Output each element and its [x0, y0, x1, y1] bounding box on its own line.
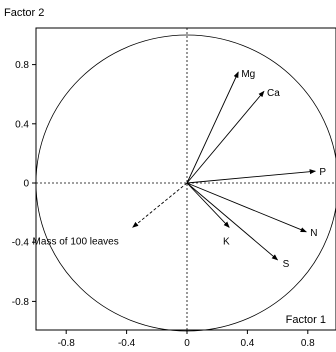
vector-mg: [186, 71, 239, 184]
vector-s: [186, 182, 279, 261]
vector-ca: [186, 90, 265, 184]
vector-label-mg: Mg: [241, 69, 255, 80]
y-tick-label: 0.8: [15, 60, 29, 71]
x-tick-label: 0.8: [301, 338, 315, 349]
vector-label-mass-of-100-leaves: Mass of 100 leaves: [33, 236, 119, 247]
vector-label-p: P: [319, 167, 326, 178]
loading-vectors: Mg Ca P N S K Mass of 100 leaves: [33, 69, 327, 270]
x-tick-label: -0.4: [118, 338, 136, 349]
x-tick-label: -0.8: [58, 338, 76, 349]
x-axis-title: Factor 1: [286, 314, 326, 326]
x-axis-ticks: -0.8 -0.4 0 0.4 0.8: [58, 330, 315, 349]
x-tick-label: 0.4: [240, 338, 254, 349]
y-tick-label: 0: [23, 179, 29, 190]
vector-label-ca: Ca: [267, 88, 280, 99]
y-axis-ticks: 0.8 0.4 0 -0.4 -0.8: [12, 60, 36, 308]
y-tick-label: 0.4: [15, 119, 29, 130]
vector-mass-of-100-leaves: [132, 182, 188, 228]
vector-n: [186, 182, 307, 233]
vector-label-s: S: [283, 259, 290, 270]
vector-label-k: K: [223, 236, 230, 247]
plot-frame: [35, 27, 336, 331]
x-tick-label: 0: [184, 338, 190, 349]
y-axis-title: Factor 2: [4, 7, 44, 19]
y-tick-label: -0.8: [12, 297, 30, 308]
y-tick-label: -0.4: [12, 238, 30, 249]
vector-k: [186, 182, 230, 228]
vector-p: [186, 169, 316, 184]
vector-label-n: N: [310, 228, 317, 239]
